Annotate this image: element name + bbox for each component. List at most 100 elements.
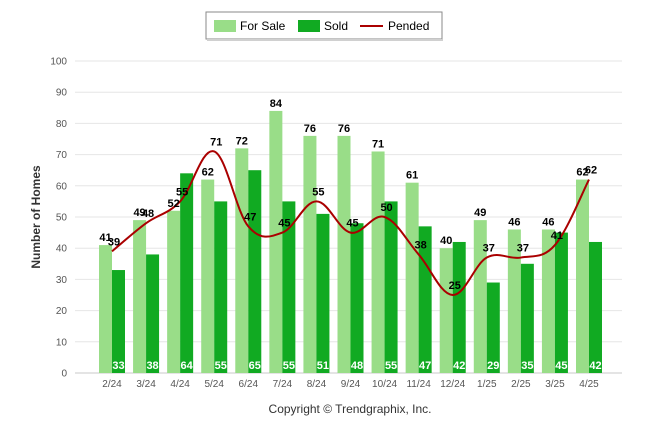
y-tick-label: 50 xyxy=(56,213,68,224)
y-axis-label: Number of Homes xyxy=(29,165,43,269)
y-tick-label: 70 xyxy=(56,150,68,161)
pended-value-label: 47 xyxy=(244,211,256,223)
sold-bar xyxy=(146,254,160,373)
sold-value-label: 55 xyxy=(385,360,397,372)
sold-value-label: 48 xyxy=(351,360,363,372)
pended-value-label: 55 xyxy=(312,186,324,198)
pended-value-label: 45 xyxy=(346,218,358,230)
sold-value-label: 55 xyxy=(283,360,295,372)
for-sale-bar xyxy=(201,179,215,373)
sold-value-label: 51 xyxy=(317,360,329,372)
for-sale-bar xyxy=(167,210,181,373)
x-tick-label: 6/24 xyxy=(239,379,259,390)
y-tick-label: 10 xyxy=(56,337,68,348)
x-tick-label: 11/24 xyxy=(406,379,431,390)
pended-value-label: 62 xyxy=(585,165,597,177)
for-sale-value-label: 62 xyxy=(576,167,588,179)
legend: For Sale Sold Pended xyxy=(205,11,443,41)
sold-bar xyxy=(452,241,466,373)
sold-value-label: 29 xyxy=(487,360,499,372)
sold-bar xyxy=(554,232,568,373)
for-sale-value-label: 84 xyxy=(270,98,283,110)
for-sale-bar xyxy=(133,220,147,373)
for-sale-bar xyxy=(576,179,589,373)
sold-bar xyxy=(384,201,398,373)
sold-bar xyxy=(486,282,500,373)
sold-bar xyxy=(589,241,602,373)
sold-bar xyxy=(248,170,262,373)
pended-value-label: 39 xyxy=(108,236,120,248)
for-sale-value-label: 62 xyxy=(202,167,214,179)
for-sale-value-label: 52 xyxy=(168,198,180,210)
sold-bar xyxy=(316,213,330,373)
sold-value-label: 65 xyxy=(249,360,261,372)
sold-value-label: 42 xyxy=(589,360,601,372)
sold-value-label: 38 xyxy=(146,360,158,372)
legend-swatch-sold xyxy=(298,20,320,32)
for-sale-value-label: 49 xyxy=(133,207,145,219)
pended-value-label: 37 xyxy=(483,243,495,255)
y-axis-ticks: 0 10 20 30 40 50 60 70 80 90 100 xyxy=(50,57,67,380)
sold-value-label: 33 xyxy=(112,360,124,372)
for-sale-bar xyxy=(303,135,317,373)
sold-bar xyxy=(418,226,432,373)
for-sale-bar xyxy=(439,248,453,373)
x-tick-label: 7/24 xyxy=(273,379,293,390)
for-sale-value-label: 46 xyxy=(542,216,554,228)
sold-bar xyxy=(112,270,125,373)
pended-value-label: 71 xyxy=(210,136,222,148)
for-sale-bar xyxy=(269,110,283,374)
sold-bar xyxy=(214,201,228,373)
for-sale-bar xyxy=(99,245,112,373)
sold-bar xyxy=(350,223,364,373)
for-sale-value-label: 46 xyxy=(508,216,520,228)
legend-label-pended: Pended xyxy=(388,19,429,33)
sold-value-label: 45 xyxy=(555,360,567,372)
for-sale-value-label: 72 xyxy=(236,135,248,147)
for-sale-value-label: 76 xyxy=(338,123,350,135)
y-tick-label: 40 xyxy=(56,244,68,255)
for-sale-bar xyxy=(337,135,351,373)
pended-line-layer xyxy=(111,150,590,297)
legend-label-sold: Sold xyxy=(324,19,348,33)
x-tick-label: 10/24 xyxy=(372,379,397,390)
pended-value-label: 50 xyxy=(380,202,392,214)
x-tick-label: 3/25 xyxy=(545,379,565,390)
for-sale-bar xyxy=(371,151,385,373)
y-tick-label: 80 xyxy=(56,119,68,130)
for-sale-value-label: 40 xyxy=(440,235,452,247)
sold-value-label: 35 xyxy=(521,360,533,372)
sold-bar xyxy=(520,263,534,373)
y-tick-label: 90 xyxy=(56,88,68,99)
sold-value-label: 42 xyxy=(453,360,465,372)
for-sale-value-label: 71 xyxy=(372,138,384,150)
sold-bar xyxy=(282,201,296,373)
for-sale-bar xyxy=(235,148,249,373)
x-tick-label: 8/24 xyxy=(307,379,327,390)
x-tick-label: 2/25 xyxy=(511,379,531,390)
pended-value-label: 41 xyxy=(551,230,563,242)
x-tick-label: 3/24 xyxy=(136,379,156,390)
bars xyxy=(99,110,602,374)
x-tick-label: 9/24 xyxy=(341,379,361,390)
pended-value-label: 38 xyxy=(415,239,427,251)
x-axis-ticks: 2/24 3/24 4/24 5/24 6/24 7/24 8/24 9/24 10/24 11/… xyxy=(102,379,599,390)
pended-value-label: 37 xyxy=(517,243,529,255)
sold-value-label: 64 xyxy=(181,360,194,372)
y-tick-label: 100 xyxy=(50,57,67,68)
for-sale-value-label: 76 xyxy=(304,123,316,135)
pended-value-label: 45 xyxy=(278,218,290,230)
x-tick-label: 5/24 xyxy=(204,379,224,390)
for-sale-bar xyxy=(405,182,419,373)
for-sale-value-label: 41 xyxy=(99,232,111,244)
pended-line xyxy=(111,150,590,297)
x-tick-label: 2/24 xyxy=(102,379,122,390)
for-sale-bar xyxy=(473,220,487,373)
pended-value-label: 25 xyxy=(449,280,461,292)
for-sale-bar xyxy=(541,229,555,373)
sold-value-label: 47 xyxy=(419,360,431,372)
sold-value-label: 55 xyxy=(215,360,227,372)
pended-value-label: 48 xyxy=(142,208,154,220)
